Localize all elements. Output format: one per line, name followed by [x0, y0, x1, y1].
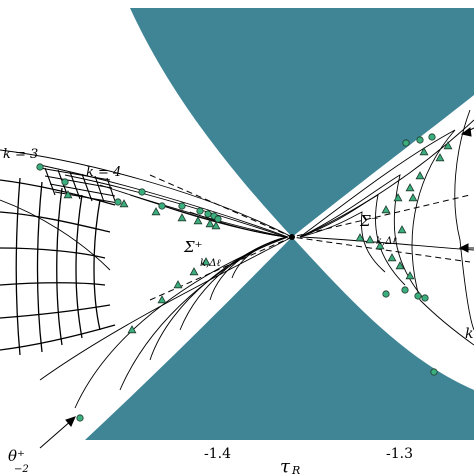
label-k3: k = 3	[3, 147, 38, 162]
triangle-marker	[157, 295, 167, 304]
triangle-marker	[365, 235, 375, 244]
label-k4: k = 4	[86, 165, 121, 180]
x-tick-1: -1.4	[204, 446, 231, 462]
trajectory-markers	[36, 133, 453, 422]
triangle-marker	[177, 213, 187, 222]
triangle-marker	[393, 193, 403, 202]
label-k-right: k	[465, 326, 473, 342]
triangle-marker	[63, 190, 73, 199]
triangle-marker	[415, 171, 425, 180]
x-axis-label-sub: R	[291, 464, 300, 474]
circle-marker	[416, 136, 424, 144]
circle-marker	[402, 139, 410, 147]
circle-marker	[214, 215, 222, 223]
circle-marker	[178, 202, 186, 210]
label-sigma-plus: Σ⁺	[183, 238, 203, 256]
triangle-marker	[173, 280, 183, 289]
circle-marker	[76, 414, 84, 422]
triangle-marker	[193, 216, 203, 225]
triangle-marker	[375, 241, 385, 250]
triangle-marker	[189, 267, 199, 276]
circle-marker	[428, 133, 436, 141]
triangle-marker	[435, 153, 445, 162]
left-grid	[0, 177, 116, 356]
triangle-marker	[119, 199, 129, 208]
triangle-marker	[397, 225, 407, 234]
label-sigma-minus-sub: k,Δℓ	[376, 236, 397, 247]
circle-marker	[430, 368, 438, 376]
triangle-marker	[408, 193, 418, 202]
label-sigma-minus: Σ⁻	[359, 212, 379, 230]
circle-marker	[421, 294, 429, 302]
triangle-marker	[211, 221, 221, 230]
triangle-marker	[201, 257, 211, 266]
right-curve-family	[299, 109, 474, 346]
triangle-marker	[355, 233, 365, 242]
upper-shaded-region	[130, 8, 474, 237]
triangle-marker	[395, 261, 405, 270]
triangle-marker	[419, 147, 429, 156]
label-theta: θ⁺	[8, 447, 25, 465]
circle-marker	[114, 198, 122, 206]
label-theta-sub: −2	[14, 464, 29, 474]
label-sigma-plus-sub: k,Δℓ	[200, 258, 221, 269]
triangle-marker	[387, 253, 397, 262]
triangle-marker	[127, 325, 137, 334]
triangle-marker	[381, 205, 391, 214]
triangle-marker	[443, 141, 453, 150]
x-axis-label: τ	[280, 456, 291, 474]
triangle-marker	[405, 183, 415, 192]
lower-shaded-region	[85, 237, 474, 440]
circle-marker	[414, 292, 422, 300]
circle-marker	[138, 188, 146, 196]
triangle-marker	[405, 271, 415, 280]
circle-marker	[196, 207, 204, 215]
circle-marker	[61, 178, 69, 186]
circle-marker	[158, 202, 166, 210]
circle-marker	[36, 163, 44, 171]
circle-marker	[401, 286, 409, 294]
circle-marker	[382, 290, 390, 298]
saddle-point	[289, 234, 295, 240]
circle-marker	[204, 210, 212, 218]
triangle-marker	[151, 207, 161, 216]
arrows	[39, 127, 474, 449]
x-tick-2: -1.3	[386, 446, 413, 462]
triangle-marker	[205, 219, 215, 228]
